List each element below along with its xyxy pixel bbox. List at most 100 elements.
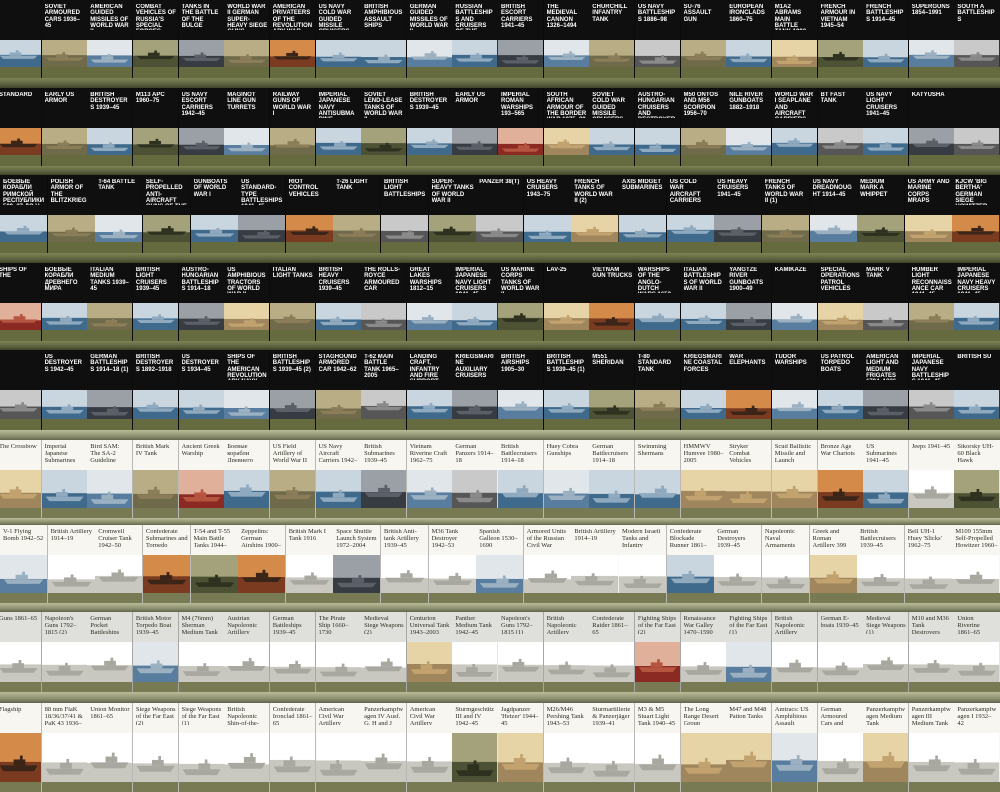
- book-cover[interactable]: Panzerkampfwagen Medium Tank: [863, 703, 910, 792]
- book-cover[interactable]: M3 & M5 Stuart Light Tank 1940–45: [634, 703, 682, 792]
- book-cover[interactable]: British Airships 1905–30: [498, 350, 545, 430]
- book-cover[interactable]: M113 APC 1960–75: [132, 88, 180, 166]
- book-cover[interactable]: South A Battleships: [954, 0, 1000, 78]
- book-cover[interactable]: Special Operations Patrol Vehicles: [817, 263, 864, 341]
- book-cover[interactable]: Jagdpanzer 'Hetzer' 1944–45: [498, 703, 545, 792]
- book-cover[interactable]: Warships of the Anglo-Dutch Wars 1652–74: [634, 263, 682, 341]
- book-cover[interactable]: Union Riverine 1861–65: [954, 612, 1000, 692]
- book-cover[interactable]: Napoleonic Naval Armaments 1792–1815: [761, 525, 811, 603]
- book-cover[interactable]: Sikorsky UH-60 Black Hawk: [954, 440, 1000, 518]
- book-cover[interactable]: British Mark IV Tank: [132, 440, 180, 518]
- book-cover[interactable]: LAV-25: [543, 263, 590, 341]
- book-cover[interactable]: Space Shuttle Launch System 1972–2004: [333, 525, 382, 603]
- book-cover[interactable]: World War I Seaplane and Aircraft Carrie…: [771, 88, 818, 166]
- book-cover[interactable]: Imperial Roman Warships 193–565: [498, 88, 545, 166]
- book-cover[interactable]: US Amphibious Tractors of World War II: [224, 263, 271, 341]
- book-cover[interactable]: British Napoleonic Artillery 1793–1815 (…: [771, 612, 818, 692]
- book-cover[interactable]: British Battlecruisers 1914–18: [498, 440, 545, 518]
- book-cover[interactable]: Great Lakes Warships 1812–15: [406, 263, 453, 341]
- book-cover[interactable]: T-62 Main Battle Tank 1965–2005: [361, 350, 408, 430]
- book-cover[interactable]: Sturmartillerie & Panzerjäger 1939–41: [589, 703, 636, 792]
- book-cover[interactable]: British Napoleonic Ship-of-the-Line: [224, 703, 271, 792]
- book-cover[interactable]: US Cold War Aircraft Carriers: [666, 175, 715, 253]
- book-cover[interactable]: Confederate Blockade Runner 1861–65: [666, 525, 715, 603]
- book-cover[interactable]: Swimming Shermans: [634, 440, 682, 518]
- book-cover[interactable]: Italian Medium Tanks 1939–45: [87, 263, 134, 341]
- book-cover[interactable]: Austro-Hungarian Battleships 1914–18: [178, 263, 225, 341]
- book-cover[interactable]: Stryker Combat Vehicles: [726, 440, 773, 518]
- book-cover[interactable]: British Artillery 1914–19: [47, 525, 96, 603]
- book-cover[interactable]: Jeeps 1941–45: [908, 440, 955, 518]
- book-cover[interactable]: German Pocket Battleships 1939–45: [87, 612, 134, 692]
- book-cover[interactable]: M26/M46 Pershing Tank 1943–53: [543, 703, 590, 792]
- book-cover[interactable]: Landing Craft, Infantry and Fire Support: [406, 350, 453, 430]
- book-cover[interactable]: Medium Mark A Whippet: [857, 175, 906, 253]
- book-cover[interactable]: American Civil War Artillery 1861–65: [315, 703, 362, 792]
- book-cover[interactable]: Austro-Hungarian Cruisers and Destroyers…: [634, 88, 682, 166]
- book-cover[interactable]: Bell UH-1 Huey 'Slicks' 1962–75: [904, 525, 953, 603]
- book-cover[interactable]: Humber Light Reconnaissance Car 1941–45: [908, 263, 955, 341]
- book-cover[interactable]: Kriegsmarine Coastal Forces: [680, 350, 727, 430]
- book-cover[interactable]: British Artillery 1914–19: [571, 525, 620, 603]
- book-cover[interactable]: Panzerkampfwagen I 1932–42: [954, 703, 1000, 792]
- book-cover[interactable]: Confederate Ironclad 1861–65: [269, 703, 316, 792]
- book-cover[interactable]: Combat Vehicles of Russia's Special Forc…: [132, 0, 180, 78]
- book-cover[interactable]: Bird SAM: The SA-2 Guideline Anti-Aircra…: [87, 440, 134, 518]
- book-cover[interactable]: Renaissance War Galley 1470–1590: [680, 612, 727, 692]
- book-cover[interactable]: US Navy Cold War Guided Missile Cruisers: [315, 0, 362, 78]
- book-cover[interactable]: Fighting Ships of the Far East (2): [634, 612, 682, 692]
- book-cover[interactable]: T-26 Light Tank: [333, 175, 382, 253]
- book-cover[interactable]: French Tanks of World War II (2): [571, 175, 620, 253]
- book-cover[interactable]: Soviet Cold War Guided Missile Cruisers: [589, 88, 636, 166]
- book-cover[interactable]: Soviet Lend-Lease Tanks of World War II: [361, 88, 408, 166]
- book-cover[interactable]: Staghound Armored Car 1942–62: [315, 350, 362, 430]
- book-cover[interactable]: British Battleships 1939–45 (2): [269, 350, 316, 430]
- book-cover[interactable]: British Destroyers 1939–45: [406, 88, 453, 166]
- book-cover[interactable]: BT Fast Tank: [817, 88, 864, 166]
- book-cover[interactable]: US Heavy Cruisers 1943–75: [523, 175, 572, 253]
- book-cover[interactable]: Greek and Roman Artillery 399 BC–AD 363: [809, 525, 858, 603]
- book-cover[interactable]: M47 and M48 Patton Tanks: [726, 703, 773, 792]
- book-cover[interactable]: Tudor Warships: [771, 350, 818, 430]
- book-cover[interactable]: M4 (76mm) Sherman Medium Tank 1943–65: [178, 612, 225, 692]
- book-cover[interactable]: World War II German Super-Heavy Siege Gu…: [224, 0, 271, 78]
- book-cover[interactable]: German Battleships 1939–45: [269, 612, 316, 692]
- book-cover[interactable]: Early US Armor: [452, 88, 499, 166]
- book-cover[interactable]: British Destroyers 1939–45: [87, 88, 134, 166]
- book-cover[interactable]: Imperial Japanese Navy Antisubmarine Esc…: [315, 88, 362, 166]
- book-cover[interactable]: HMMWV Humvee 1980–2005: [680, 440, 727, 518]
- book-cover[interactable]: Polish Armor of the Blitzkrieg: [47, 175, 96, 253]
- book-cover[interactable]: Siege Weapons of the Far East (2): [132, 703, 180, 792]
- book-cover[interactable]: Vietnam Gun Trucks: [589, 263, 636, 341]
- book-cover[interactable]: Kriegsmarine Auxiliary Cruisers: [452, 350, 499, 430]
- book-cover[interactable]: German Guided Missiles of World War II: [406, 0, 453, 78]
- book-cover[interactable]: Austrian Napoleonic Artillery 1792–1815: [224, 612, 271, 692]
- book-cover[interactable]: Tanks in the Battle of the Bulge: [178, 0, 225, 78]
- book-cover[interactable]: The Long Range Desert Group: [680, 703, 727, 792]
- book-cover[interactable]: The Medieval Cannon 1326–1494: [543, 0, 590, 78]
- book-cover[interactable]: Боевые корабли Древнего Мира: [41, 263, 88, 341]
- book-cover[interactable]: Maginot Line Gun Turrets: [224, 88, 271, 166]
- book-cover[interactable]: American Guided Missiles of World War II: [87, 0, 134, 78]
- book-cover[interactable]: [0, 0, 43, 78]
- book-cover[interactable]: The Pirate Ship 1660–1730: [315, 612, 362, 692]
- book-cover[interactable]: M10 and M36 Tank Destroyers 1942–53: [908, 612, 955, 692]
- book-cover[interactable]: British Destroyers 1892–1918: [132, 350, 180, 430]
- book-cover[interactable]: Napoleon's Guns 1792–1815 (1): [498, 612, 545, 692]
- book-cover[interactable]: Ancient Greek Warship: [178, 440, 225, 518]
- book-cover[interactable]: British Light Battleships: [381, 175, 430, 253]
- book-cover[interactable]: T-80 Standard Tank: [634, 350, 682, 430]
- book-cover[interactable]: Axis Midget Submarines: [619, 175, 668, 253]
- book-cover[interactable]: Flagship: [0, 703, 43, 792]
- book-cover[interactable]: South African Armour of the Border War 1…: [543, 88, 590, 166]
- book-cover[interactable]: Early US Armor: [41, 88, 88, 166]
- book-cover[interactable]: Churchill Infantry Tank: [589, 0, 636, 78]
- book-cover[interactable]: British Mark I Tank 1916: [285, 525, 334, 603]
- book-cover[interactable]: British Submarines 1939–45: [361, 440, 408, 518]
- book-cover[interactable]: German Battleships 1914–18 (1): [87, 350, 134, 430]
- book-cover[interactable]: [954, 88, 1000, 166]
- book-cover[interactable]: Yangtze River Gunboats 1900–49: [726, 263, 773, 341]
- book-cover[interactable]: V-1 Flying Bomb 1942–52: [0, 525, 49, 603]
- book-cover[interactable]: 88 mm FlaK 18/36/37/41 & PaK 43 1936–45: [41, 703, 88, 792]
- book-cover[interactable]: US Patrol Torpedo Boats: [817, 350, 864, 430]
